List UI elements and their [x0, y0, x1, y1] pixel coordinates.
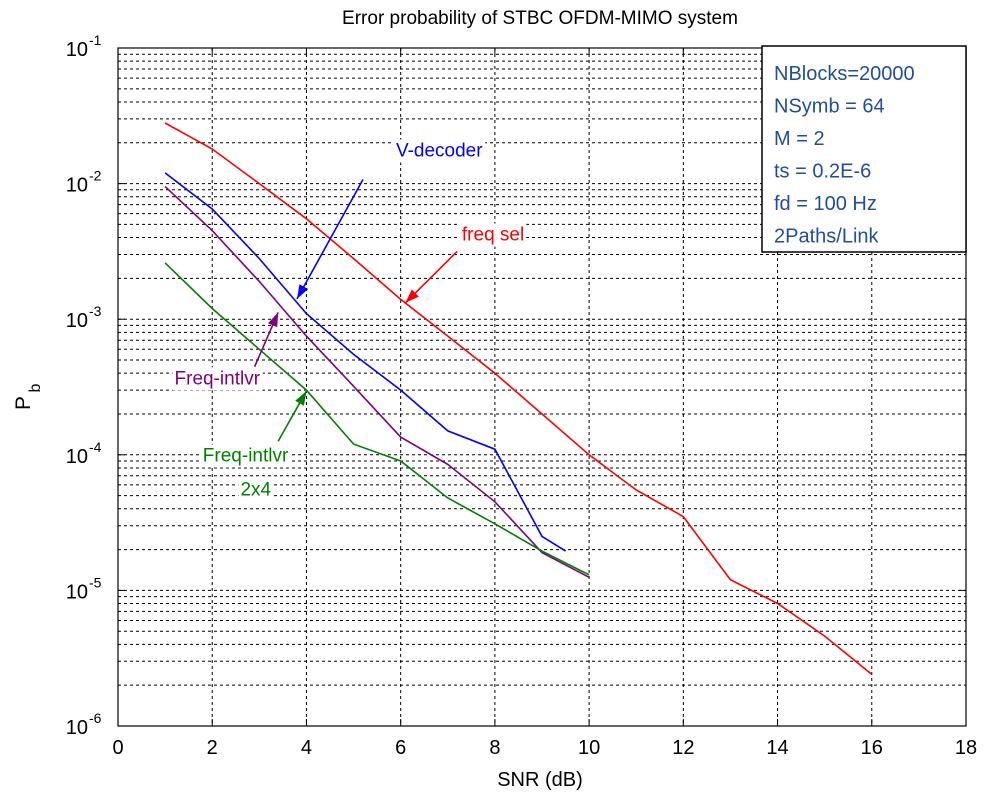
x-tick-label: 12: [672, 737, 694, 759]
series-line-2: [164, 186, 590, 579]
info-box: [761, 45, 967, 253]
x-tick-label: 2: [207, 737, 218, 759]
y-tick-label-base: 10: [66, 446, 88, 468]
y-tick-label-exponent: -5: [89, 574, 102, 590]
info-box-line: NBlocks=20000: [774, 63, 915, 85]
annotation-label-background: [459, 223, 527, 247]
plot-area: V-decoder freq sel Freq-intlvr Freq-intlvr 2…: [66, 32, 977, 759]
y-tick-label-base: 10: [66, 310, 88, 332]
axes-box: [117, 47, 967, 727]
x-tick-label: 16: [861, 737, 883, 759]
annotation-label-0: V-decoder: [396, 140, 483, 161]
annotation-label-3: Freq-intlvr: [203, 446, 289, 467]
annotation-label-background: [393, 139, 486, 163]
y-tick-label-exponent: -2: [89, 168, 102, 184]
x-tick-label: 6: [395, 737, 406, 759]
y-tick-label-base: 10: [66, 175, 88, 197]
x-tick-label: 8: [489, 737, 500, 759]
x-tick-label: 0: [112, 737, 123, 759]
y-tick-label-base: 10: [66, 717, 88, 739]
y-axis-label-subscript: b: [27, 383, 44, 392]
x-axis-label: SNR (dB): [497, 769, 583, 791]
annotation-label-background: [172, 367, 263, 391]
y-tick-label-exponent: -6: [89, 710, 102, 726]
annotation-arrow-shaft-0: [296, 179, 364, 300]
x-tick-label: 18: [955, 737, 977, 759]
y-tick-label-base: 10: [66, 581, 88, 603]
annotation-arrow-head-3: [295, 391, 307, 406]
info-box-line: M = 2: [774, 128, 825, 150]
annotation-arrow-head-0: [297, 284, 309, 299]
x-tick-label: 10: [578, 737, 600, 759]
chart-title: Error probability of STBC OFDM-MIMO syst…: [342, 8, 738, 29]
y-tick-label-exponent: -3: [89, 303, 102, 319]
annotation-label-4: 2x4: [240, 479, 271, 500]
info-box-line: NSymb = 64: [774, 96, 885, 118]
annotation-label-background: [238, 478, 274, 502]
y-tick-label-exponent: -1: [89, 32, 102, 48]
y-tick-label-exponent: -4: [89, 439, 102, 455]
info-box-line: fd = 100 Hz: [774, 193, 877, 215]
annotation-label-2: Freq-intlvr: [175, 368, 261, 389]
annotation-arrow-head-2: [268, 312, 279, 328]
series-line-0: [164, 122, 873, 676]
x-tick-label: 4: [301, 737, 312, 759]
annotation-arrow-head-1: [405, 289, 419, 303]
annotation-label-1: freq sel: [462, 225, 524, 246]
y-axis-label-main: P: [12, 396, 35, 410]
annotation-label-background: [200, 444, 291, 468]
x-tick-label: 14: [766, 737, 788, 759]
y-axis-label: P b: [12, 383, 44, 410]
series-line-1: [164, 172, 567, 552]
series-line-3: [164, 262, 590, 576]
y-tick-label-base: 10: [66, 39, 88, 61]
info-box-line: ts = 0.2E-6: [774, 161, 871, 183]
info-box-line: 2Paths/Link: [774, 226, 880, 248]
